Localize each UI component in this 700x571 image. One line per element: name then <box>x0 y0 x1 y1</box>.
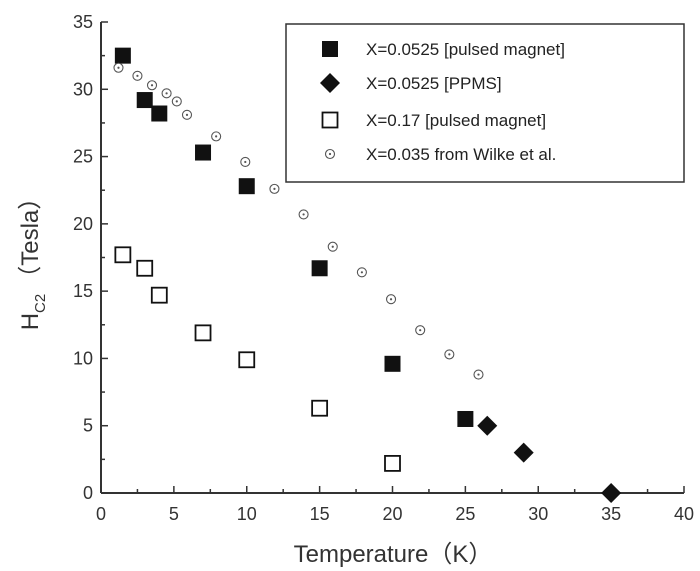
x-tick-label: 25 <box>455 504 475 524</box>
x-axis-title: Temperature（K） <box>294 541 493 568</box>
y-tick-label: 15 <box>73 281 93 301</box>
data-point <box>457 410 474 427</box>
x-tick-label: 20 <box>382 504 402 524</box>
data-point <box>298 209 309 220</box>
legend-box <box>285 23 685 183</box>
data-point <box>311 260 328 277</box>
data-point <box>194 324 212 342</box>
x-tick-label: 0 <box>96 504 106 524</box>
y-axis-ticks: 0 5 10 15 20 25 30 35 <box>73 12 108 503</box>
data-point <box>477 415 498 436</box>
series-1 <box>114 47 474 427</box>
data-point <box>113 62 124 73</box>
y-tick-label: 20 <box>73 214 93 234</box>
data-point <box>132 70 143 81</box>
data-point <box>161 88 172 99</box>
y-tick-label: 10 <box>73 348 93 368</box>
data-point <box>238 178 255 195</box>
y-axis-title-subscript: C2 <box>32 294 49 313</box>
y-axis-title: HC2 （Tesla） <box>17 186 49 331</box>
data-point <box>385 294 397 305</box>
data-point <box>181 109 193 120</box>
data-point <box>151 105 168 122</box>
data-point <box>415 325 426 336</box>
data-point <box>195 144 212 161</box>
y-tick-label: 30 <box>73 79 93 99</box>
legend: X=0.0525 [pulsed magnet] X=0.0525 [PPMS] X… <box>285 23 685 183</box>
legend-label: X=0.035 from Wilke et al. <box>366 145 556 164</box>
series-4 <box>113 62 484 380</box>
data-point <box>240 156 251 168</box>
legend-label: X=0.17 [pulsed magnet] <box>366 111 546 130</box>
x-axis-ticks: 0 5 10 15 20 25 30 35 40 <box>96 486 694 524</box>
data-point <box>356 267 367 278</box>
data-point <box>171 96 182 107</box>
legend-entry: X=0.17 [pulsed magnet] <box>321 111 546 130</box>
x-tick-label: 35 <box>601 504 621 524</box>
legend-entry: X=0.035 from Wilke et al. <box>324 145 556 164</box>
legend-entry: X=0.0525 [PPMS] <box>320 73 502 93</box>
data-point <box>146 80 158 91</box>
y-tick-label: 25 <box>73 147 93 167</box>
data-point <box>136 259 154 277</box>
data-points <box>113 47 622 503</box>
y-tick-label: 5 <box>83 416 93 436</box>
data-point <box>513 442 534 463</box>
data-point <box>384 454 401 472</box>
legend-marker <box>324 148 336 160</box>
svg-text:HC2（Tesla）: HC2 （Tesla） <box>17 186 49 331</box>
legend-marker <box>321 111 339 129</box>
y-axis-title-unit: （Tesla） <box>17 186 44 290</box>
legend-label: X=0.0525 [PPMS] <box>366 74 502 93</box>
x-tick-label: 15 <box>310 504 330 524</box>
y-tick-label: 35 <box>73 12 93 32</box>
data-point <box>114 246 132 264</box>
data-point <box>473 369 484 380</box>
y-tick-label: 0 <box>83 483 93 503</box>
x-tick-label: 10 <box>237 504 257 524</box>
data-point <box>136 92 153 109</box>
data-point <box>114 47 131 64</box>
data-point <box>601 483 622 503</box>
series-2 <box>477 415 622 503</box>
data-point <box>211 131 222 142</box>
x-tick-label: 40 <box>674 504 694 524</box>
data-point <box>269 183 280 194</box>
x-tick-label: 5 <box>169 504 179 524</box>
legend-marker <box>322 41 338 57</box>
data-point <box>444 349 455 360</box>
data-point <box>384 355 401 372</box>
legend-entry: X=0.0525 [pulsed magnet] <box>322 40 565 59</box>
legend-marker <box>320 73 340 93</box>
x-tick-label: 30 <box>528 504 548 524</box>
data-point <box>311 399 329 417</box>
y-axis-title-main: H <box>17 313 44 330</box>
data-point <box>238 351 256 369</box>
legend-label: X=0.0525 [pulsed magnet] <box>366 40 565 59</box>
data-point <box>150 286 168 304</box>
series-3 <box>114 246 401 472</box>
data-point <box>327 241 338 252</box>
